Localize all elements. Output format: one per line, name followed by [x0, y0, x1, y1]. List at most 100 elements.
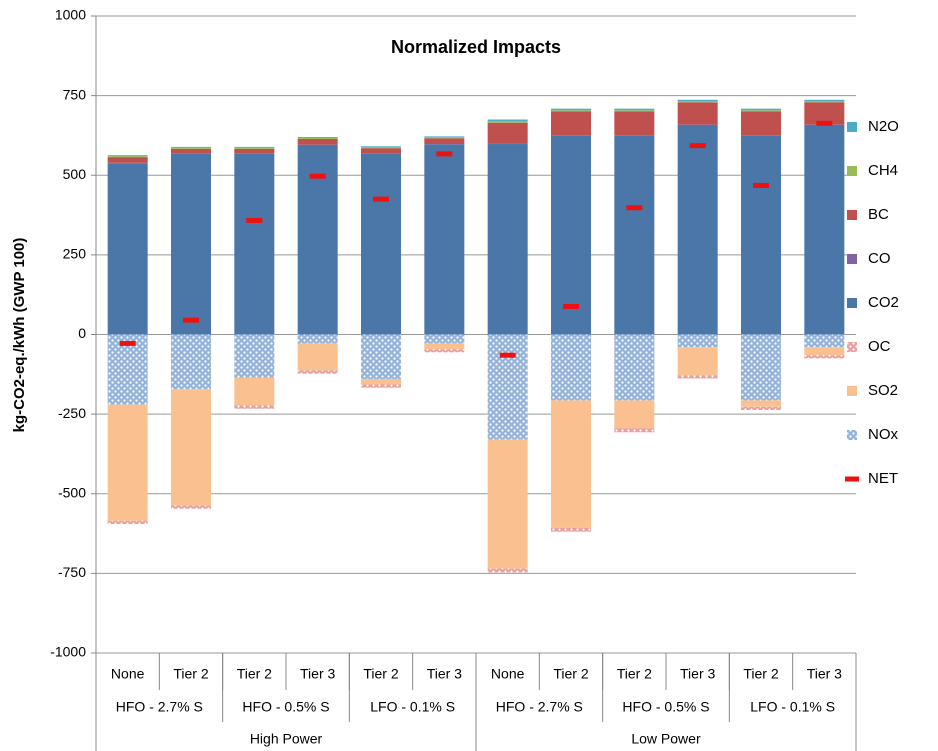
legend-swatch: [847, 342, 857, 352]
bar-segment: [487, 334, 528, 440]
bar-segment: [234, 405, 275, 409]
bar-segment: [234, 148, 275, 154]
bar-segment: [424, 349, 465, 353]
bar-segment: [804, 334, 845, 348]
bar-segment: [361, 148, 401, 154]
bar-segment: [171, 153, 211, 335]
legend-label: OC: [868, 338, 891, 355]
legend-label: BC: [868, 206, 889, 223]
bar-segment: [551, 334, 591, 401]
bar-segment: [614, 400, 655, 429]
net-marker: [626, 205, 643, 211]
net-marker: [183, 317, 199, 323]
bar-segment: [804, 347, 845, 356]
bar-segment: [234, 334, 275, 378]
bar-segment: [424, 334, 465, 344]
bar-segment: [297, 137, 338, 138]
bar-segment: [614, 111, 655, 136]
net-marker: [563, 303, 579, 309]
super-group-label: Low Power: [631, 731, 701, 747]
bar-segment: [804, 355, 845, 359]
bar-segment: [614, 135, 655, 335]
x-tick-label: Tier 2: [743, 666, 778, 682]
bar-segment: [234, 147, 275, 149]
group-label: HFO - 0.5% S: [242, 699, 329, 715]
bar-segment: [551, 135, 591, 335]
bar-segment: [551, 527, 591, 532]
bar-segment: [234, 377, 275, 406]
bar-segment: [171, 148, 211, 154]
bar-segment: [741, 110, 781, 112]
bar-segment: [804, 102, 845, 125]
legend-swatch: [847, 386, 857, 396]
bar-segment: [424, 144, 465, 335]
bar-segment: [551, 400, 591, 528]
bar-segment: [171, 334, 211, 390]
bar-segment: [487, 143, 528, 145]
bar-segment: [234, 146, 275, 148]
y-tick-label: -500: [58, 484, 86, 500]
x-tick-label: Tier 3: [807, 666, 842, 682]
legend-swatch: [847, 298, 857, 308]
bar-segment: [487, 119, 528, 122]
bar-segment: [107, 156, 148, 158]
legend-swatch: [845, 476, 859, 482]
net-marker: [499, 352, 516, 358]
legend-label: NOx: [868, 426, 899, 443]
bar-segment: [677, 347, 718, 376]
bar-segment: [107, 155, 148, 157]
net-marker: [816, 120, 833, 126]
bar-segment: [741, 406, 781, 410]
y-tick-label: 750: [63, 86, 87, 102]
bar-segment: [424, 137, 465, 139]
legend-swatch: [847, 166, 857, 176]
bar-segment: [361, 334, 401, 380]
bar-segment: [297, 334, 338, 344]
bar-segment: [804, 124, 845, 335]
x-tick-label: None: [111, 666, 145, 682]
bar-segment: [804, 99, 845, 102]
bar-segment: [487, 122, 528, 144]
x-tick-label: Tier 3: [680, 666, 715, 682]
x-tick-label: Tier 2: [173, 666, 208, 682]
bar-segment: [741, 111, 781, 136]
legend-label: CH4: [868, 162, 898, 179]
bar-segment: [487, 144, 528, 335]
group-label: HFO - 2.7% S: [496, 699, 583, 715]
net-marker: [246, 217, 263, 223]
bar-segment: [614, 428, 655, 433]
bar-segment: [361, 384, 401, 388]
bar-segment: [107, 334, 148, 405]
bar-segment: [487, 568, 528, 573]
net-marker: [119, 340, 136, 346]
bar-segment: [297, 144, 338, 335]
bar-segment: [614, 334, 655, 401]
x-tick-label: None: [491, 666, 525, 682]
bar-segment: [741, 334, 781, 401]
bar-segment: [804, 101, 845, 103]
bar-segment: [234, 153, 275, 335]
y-tick-label: 250: [63, 246, 87, 262]
super-group-label: High Power: [250, 731, 323, 747]
group-label: HFO - 2.7% S: [116, 699, 203, 715]
bar-segment: [107, 157, 148, 163]
legend-swatch: [847, 210, 857, 220]
net-marker: [753, 182, 769, 188]
bar-segment: [614, 110, 655, 112]
y-tick-label: -1000: [50, 644, 86, 660]
bar-segment: [297, 138, 338, 145]
legend-label: CO: [868, 250, 891, 267]
bar-segment: [424, 136, 465, 138]
y-axis-label: kg-CO2-eq./kWh (GWP 100): [11, 238, 28, 433]
bar-segment: [677, 375, 718, 379]
legend-swatch: [847, 122, 857, 132]
bar-segment: [677, 101, 718, 103]
bar-segment: [361, 379, 401, 385]
bar-segment: [677, 124, 718, 335]
bar-segment: [487, 121, 528, 123]
legend-swatch: [847, 430, 857, 440]
legend-label: N2O: [868, 118, 899, 135]
bar-segment: [551, 111, 591, 136]
group-label: LFO - 0.1% S: [750, 699, 835, 715]
